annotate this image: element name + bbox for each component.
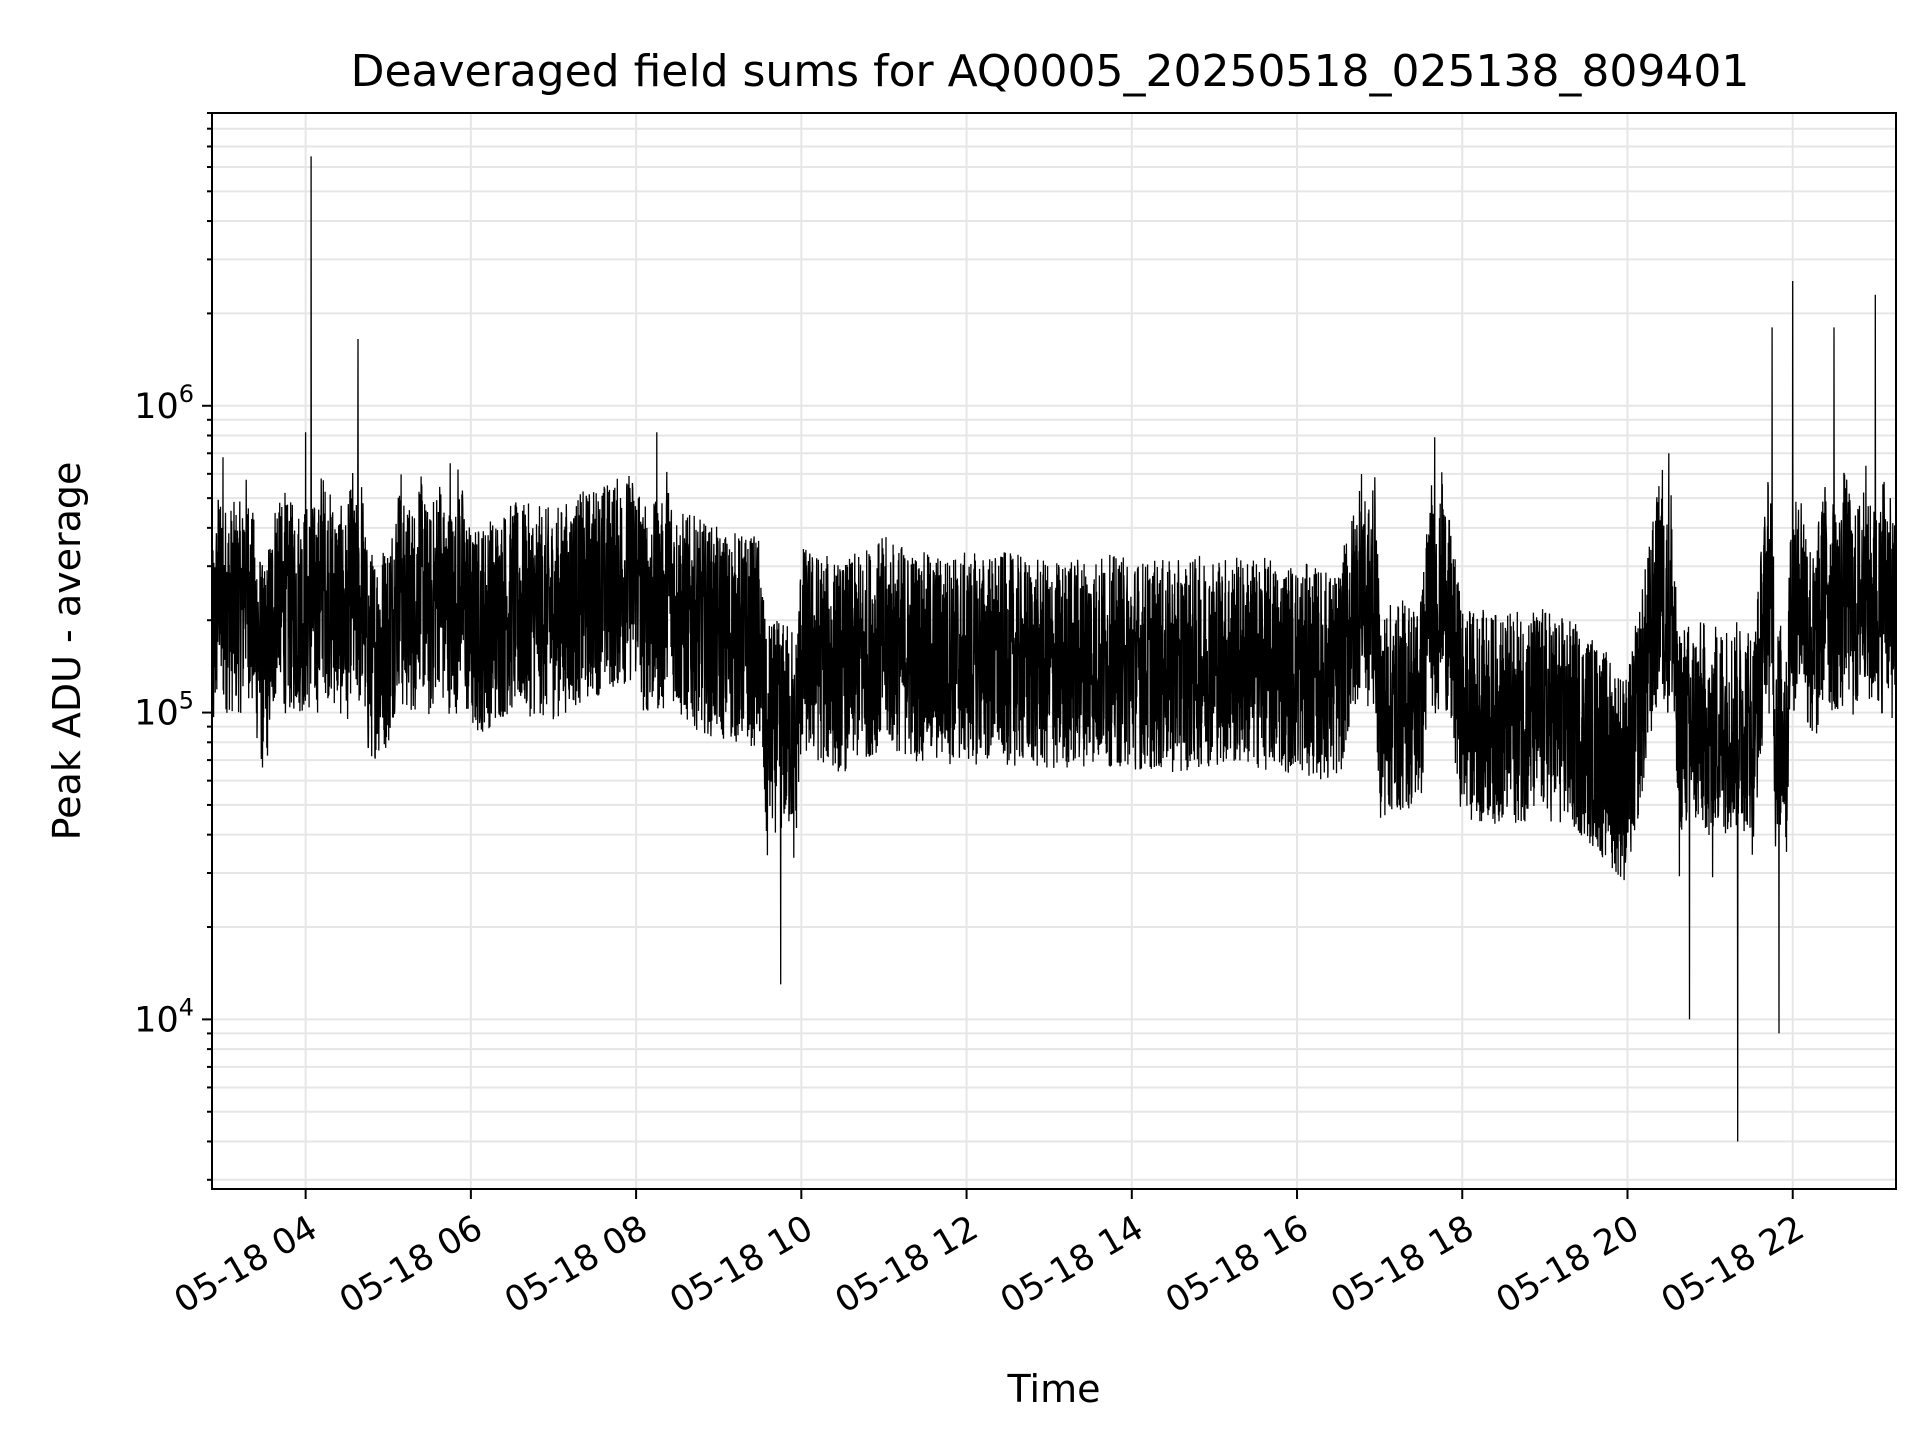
chart-title: Deaveraged field sums for AQ0005_2025051… xyxy=(351,46,1750,97)
y-tick-label: 105 xyxy=(134,687,194,734)
y-axis-label: Peak ADU - average xyxy=(45,462,89,841)
y-tick-base: 10 xyxy=(134,387,179,427)
y-tick-exponent: 5 xyxy=(179,687,194,715)
plot-frame xyxy=(211,112,1897,1190)
y-tick-label: 104 xyxy=(134,993,194,1040)
y-tick-base: 10 xyxy=(134,1000,179,1040)
x-axis-label: Time xyxy=(1007,1367,1101,1411)
y-tick-exponent: 6 xyxy=(179,380,194,408)
y-tick-label: 106 xyxy=(134,380,194,427)
series-path xyxy=(211,156,1897,1142)
y-tick-exponent: 4 xyxy=(179,993,194,1021)
y-tick-base: 10 xyxy=(134,694,179,734)
series-line xyxy=(211,156,1897,1142)
